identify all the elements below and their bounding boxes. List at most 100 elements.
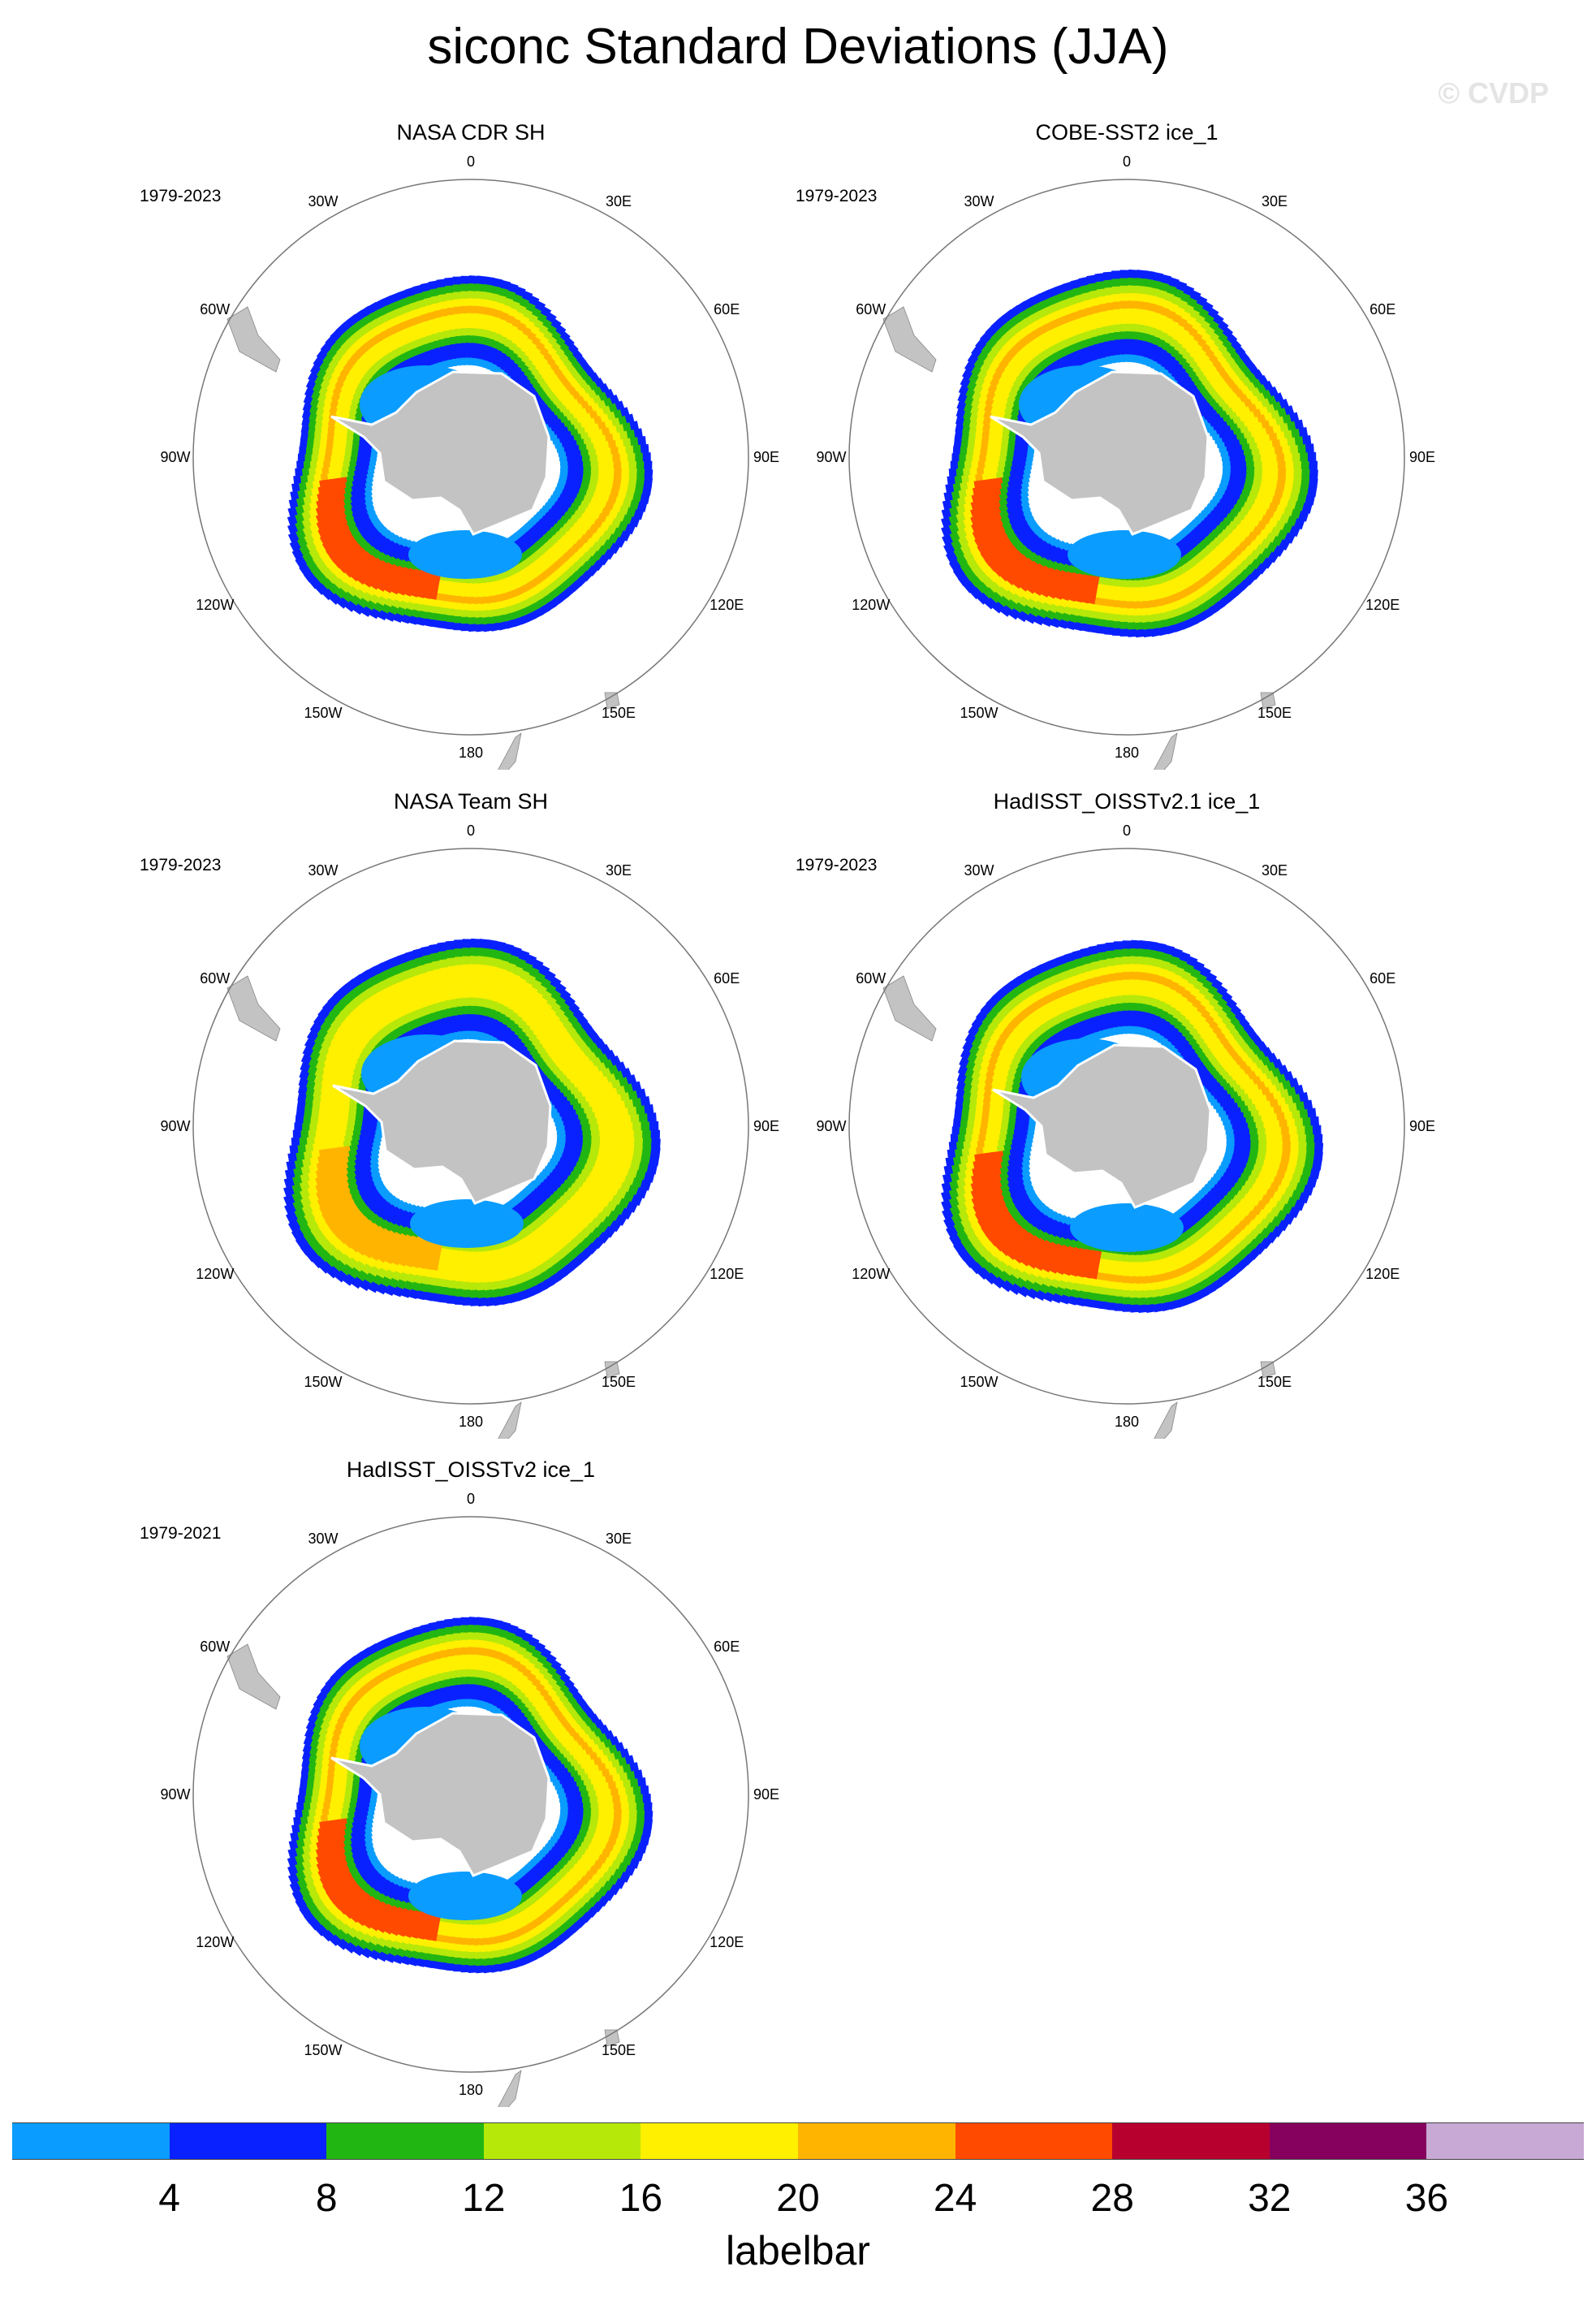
- ice-variability-cell: [295, 555, 307, 568]
- ice-variability-cell: [353, 469, 362, 477]
- ice-variability-cell: [947, 476, 955, 486]
- ice-variability-cell: [469, 955, 479, 965]
- ice-variability-cell: [1279, 438, 1289, 447]
- ice-variability-cell: [347, 470, 355, 477]
- ice-variability-cell: [631, 1194, 643, 1207]
- ice-variability-cell: [360, 305, 373, 317]
- ice-variability-cell: [485, 1297, 495, 1307]
- ice-variability-cell: [287, 507, 298, 517]
- ice-variability-cell: [468, 1267, 477, 1276]
- ice-variability-cell: [448, 1280, 457, 1289]
- ice-variability-cell: [306, 439, 314, 448]
- ice-variability-cell: [479, 596, 488, 605]
- ice-variability-cell: [342, 1140, 352, 1147]
- ice-variability-cell: [1264, 440, 1274, 449]
- ice-variability-cell: [1111, 278, 1121, 287]
- ice-variability-cell: [477, 963, 485, 974]
- ice-variability-cell: [449, 329, 456, 338]
- ice-variability-cell: [627, 453, 636, 462]
- ice-variability-cell: [465, 342, 472, 351]
- ice-variability-cell: [511, 946, 522, 957]
- longitude-label: 150E: [1257, 705, 1292, 721]
- ice-variability-cell: [602, 447, 612, 456]
- ice-variability-cell: [538, 965, 550, 977]
- ice-variability-cell: [1127, 622, 1136, 631]
- ice-variability-cell: [615, 537, 626, 548]
- ice-variability-cell: [968, 473, 977, 482]
- ice-variability-cell: [985, 455, 993, 462]
- ice-variability-cell: [544, 970, 556, 982]
- ice-variability-cell: [462, 939, 472, 948]
- ice-variability-cell: [473, 313, 481, 322]
- ice-variability-cell: [298, 1137, 308, 1146]
- ice-variability-cell: [619, 430, 628, 440]
- ice-variability-cell: [1101, 591, 1109, 600]
- ice-variability-cell: [1244, 455, 1254, 462]
- ice-variability-cell: [609, 542, 620, 555]
- ice-variability-cell: [330, 455, 338, 462]
- ice-variability-cell: [1110, 347, 1116, 356]
- ice-variability-cell: [317, 1110, 327, 1119]
- ice-variability-cell: [1253, 435, 1263, 443]
- ice-variability-cell: [1124, 346, 1132, 355]
- ice-variability-cell: [284, 1202, 296, 1215]
- ice-variability-cell: [1161, 274, 1172, 285]
- ice-variability-cell: [448, 1272, 457, 1281]
- ice-variability-cell: [321, 466, 330, 474]
- ice-variability-cell: [467, 319, 474, 329]
- ice-variability-cell: [341, 465, 349, 473]
- ice-variability-cell: [990, 460, 999, 468]
- ice-variability-cell: [600, 441, 610, 449]
- ice-variability-cell: [330, 1124, 339, 1131]
- ice-variability-cell: [960, 474, 969, 483]
- ice-variability-cell: [1125, 587, 1133, 595]
- ice-variability-cell: [442, 587, 451, 596]
- longitude-label: 180: [1115, 745, 1139, 761]
- ice-variability-cell: [313, 473, 321, 481]
- ice-variability-cell: [289, 540, 301, 552]
- ice-variability-cell: [1300, 452, 1309, 462]
- ice-variability-cell: [1110, 355, 1116, 364]
- ice-variability-cell: [1134, 622, 1144, 631]
- ross-sea-ice: [408, 530, 522, 579]
- ice-variability-cell: [999, 455, 1007, 462]
- ice-variability-cell: [343, 1134, 352, 1142]
- ice-variability-cell: [493, 1296, 503, 1306]
- ice-variability-cell: [1119, 607, 1128, 616]
- ice-variability-cell: [640, 443, 649, 454]
- ice-variability-cell: [473, 603, 482, 612]
- ice-variability-cell: [455, 981, 464, 991]
- ice-variability-cell: [616, 1143, 627, 1153]
- ice-variability-cell: [438, 950, 448, 961]
- ice-variability-cell: [1258, 447, 1268, 456]
- ice-variability-cell: [446, 608, 455, 616]
- ice-variability-cell: [436, 278, 446, 288]
- ice-variability-cell: [563, 446, 572, 452]
- ice-variability-cell: [564, 995, 576, 1008]
- ice-variability-cell: [955, 468, 964, 477]
- ice-variability-cell: [469, 1297, 479, 1306]
- ice-variability-cell: [445, 940, 455, 951]
- ice-variability-cell: [315, 1129, 324, 1138]
- ice-variability-cell: [1119, 586, 1127, 595]
- ice-variability-cell: [1114, 323, 1121, 333]
- new-zealand-landmass: [498, 732, 522, 770]
- ice-variability-cell: [1094, 273, 1105, 283]
- ice-variability-cell: [1283, 453, 1293, 462]
- ice-variability-cell: [447, 1288, 456, 1297]
- ice-variability-cell: [618, 446, 627, 455]
- ice-variability-cell: [1140, 607, 1149, 617]
- ice-variability-cell: [1017, 464, 1025, 471]
- ice-variability-cell: [1297, 444, 1307, 454]
- ice-variability-cell: [582, 1129, 592, 1137]
- ice-variability-cell: [1113, 607, 1121, 615]
- ice-variability-cell: [310, 454, 318, 462]
- ice-variability-cell: [1105, 294, 1114, 304]
- ice-variability-cell: [470, 938, 481, 948]
- ice-variability-cell: [295, 468, 303, 477]
- ice-variability-cell: [287, 523, 298, 535]
- ice-variability-cell: [1093, 312, 1102, 322]
- antarctica-landmass: [990, 370, 1210, 536]
- ice-variability-cell: [476, 1282, 485, 1292]
